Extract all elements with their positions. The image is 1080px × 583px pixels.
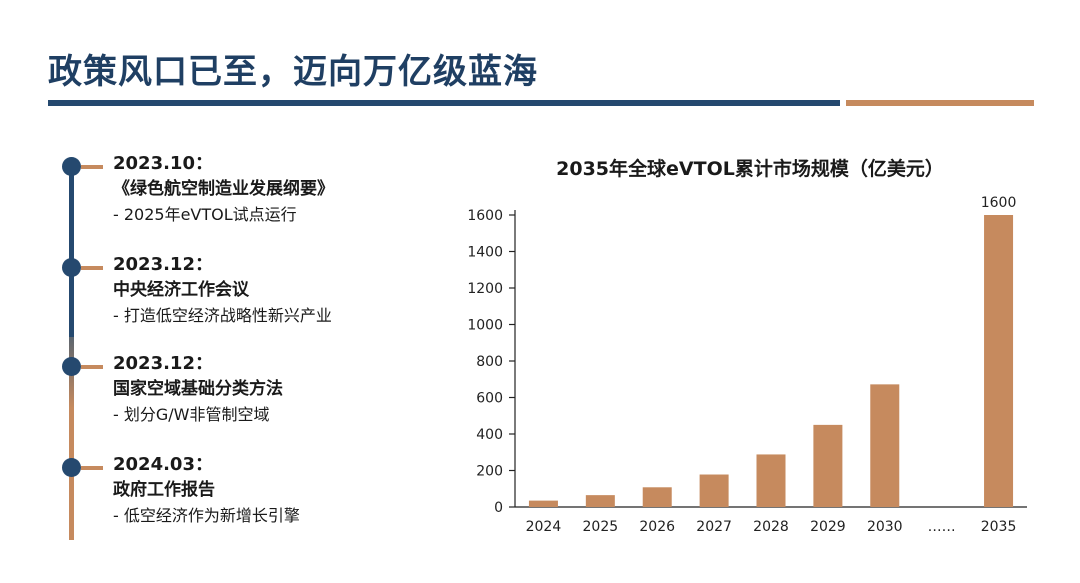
x-tick-label: 2024: [526, 519, 562, 535]
timeline-line-upper: [69, 167, 74, 337]
y-tick-label: 800: [476, 354, 503, 370]
timeline-date: 2023.10：: [113, 153, 213, 174]
x-tick-label: 2025: [583, 519, 619, 535]
y-tick-label: 400: [476, 427, 503, 443]
bar: [813, 424, 843, 507]
page-title: 政策风口已至，迈向万亿级蓝海: [48, 52, 538, 92]
bar: [642, 487, 672, 507]
bar: [870, 384, 900, 507]
timeline-tick: [81, 165, 103, 169]
timeline-event: 中央经济工作会议: [113, 280, 249, 300]
y-tick-label: 1000: [467, 318, 503, 334]
y-tick-label: 0: [494, 500, 503, 516]
market-size-bar-chart: 0 200 400 600 800 1000 1200 1400 1600 2024 2025 202…: [467, 195, 1027, 535]
timeline-detail: - 划分G/W非管制空域: [113, 405, 270, 424]
timeline-date: 2023.12：: [113, 353, 213, 374]
timeline-date: 2023.12：: [113, 254, 213, 275]
timeline-line-lower: [69, 337, 74, 540]
x-tick-label: 2027: [696, 519, 732, 535]
y-tick-label: 1200: [467, 281, 503, 297]
timeline-dot-icon: [62, 258, 81, 277]
bar: [756, 454, 786, 507]
y-tick-label: 600: [476, 391, 503, 407]
x-tick-label: 2029: [810, 519, 846, 535]
x-tick-label: 2035: [981, 519, 1017, 535]
chart-title: 2035年全球eVTOL累计市场规模（亿美元）: [556, 158, 944, 180]
y-tick-label: 1600: [467, 208, 503, 224]
x-tick-label: 2026: [639, 519, 675, 535]
timeline-tick: [81, 365, 103, 369]
bar: [699, 474, 729, 507]
bar: [984, 215, 1014, 507]
y-tick-label: 1400: [467, 245, 503, 261]
timeline-detail: - 打造低空经济战略性新兴产业: [113, 306, 332, 325]
timeline-tick: [81, 266, 103, 270]
x-tick-label: ……: [928, 519, 956, 535]
timeline-detail: - 2025年eVTOL试点运行: [113, 205, 297, 224]
y-tick-label: 200: [476, 464, 503, 480]
timeline-dot-icon: [62, 357, 81, 376]
timeline-tick: [81, 466, 103, 470]
timeline-event: 《绿色航空制造业发展纲要》: [113, 179, 334, 199]
timeline-detail: - 低空经济作为新增长引擎: [113, 506, 300, 525]
bar: [585, 495, 615, 507]
timeline-dot-icon: [62, 458, 81, 477]
x-tick-label: 2028: [753, 519, 789, 535]
timeline-dot-icon: [62, 157, 81, 176]
title-rule-blue: [48, 100, 840, 106]
timeline-date: 2024.03：: [113, 454, 213, 475]
timeline-event: 政府工作报告: [113, 480, 215, 500]
bar-data-label: 1600: [981, 195, 1017, 211]
bar: [528, 500, 558, 507]
title-rule-orange: [846, 100, 1034, 106]
timeline-event: 国家空域基础分类方法: [113, 379, 283, 399]
x-tick-label: 2030: [867, 519, 903, 535]
